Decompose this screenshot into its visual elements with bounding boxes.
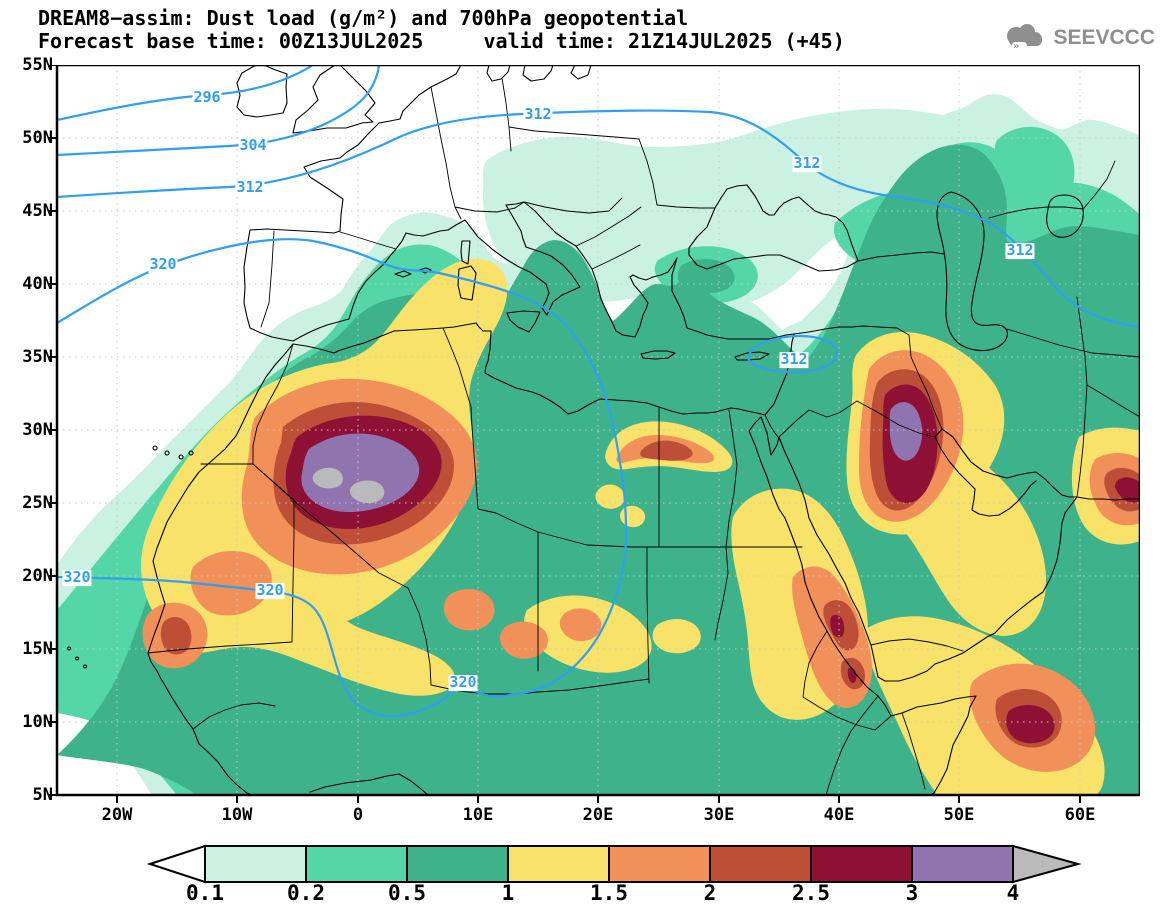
colorbar-value-label: 0.5 — [388, 881, 426, 905]
lon-tick-label: 10E — [462, 805, 494, 825]
colorbar-segment — [810, 845, 913, 883]
geopotential-contours-layer — [57, 65, 1140, 718]
colorbar-segment — [204, 845, 307, 883]
colorbar-value-label: 4 — [1007, 881, 1020, 905]
country-borders — [147, 77, 1140, 795]
map-canvas — [49, 63, 1142, 803]
logo-text: SEEVCCC — [1053, 26, 1155, 49]
colorbar-segment — [305, 845, 408, 883]
lon-tick-label: 0 — [352, 805, 364, 825]
lon-tick-label: 10W — [221, 805, 253, 825]
colorbar-segment — [709, 845, 812, 883]
chart-subtitle: Forecast base time: 00Z13JUL2025 valid t… — [38, 29, 845, 53]
lon-tick-label: 30E — [703, 805, 735, 825]
lon-tick-label: 60E — [1064, 805, 1096, 825]
colorbar-value-label: 2.5 — [792, 881, 830, 905]
lon-tick-label: 40E — [823, 805, 855, 825]
chart-title: DREAM8−assim: Dust load (g/m²) and 700hP… — [38, 6, 689, 30]
colorbar-segment — [911, 845, 1014, 883]
colorbar-segment — [608, 845, 711, 883]
colorbar-legend: 0.1 0.2 0.5 1 1.5 2 2.5 3 4 — [146, 844, 1082, 905]
svg-text:»: » — [1013, 41, 1019, 52]
colorbar-value-label: 0.2 — [287, 881, 325, 905]
lon-tick-label: 20E — [582, 805, 614, 825]
colorbar-value-label: 3 — [906, 881, 919, 905]
lon-tick-label: 50E — [943, 805, 975, 825]
axis-ticks — [49, 64, 1081, 803]
colorbar-below-arrow — [146, 844, 206, 884]
colorbar-segment — [507, 845, 610, 883]
colorbar-value-label: 1 — [502, 881, 515, 905]
seevccc-logo: » SEEVCCC — [999, 20, 1155, 56]
lon-tick-label: 20W — [101, 805, 133, 825]
colorbar-value-label: 0.1 — [186, 881, 224, 905]
colorbar-value-label: 2 — [704, 881, 717, 905]
cloud-logo-icon: » — [1007, 24, 1043, 52]
colorbar-segment — [406, 845, 509, 883]
map-area — [47, 63, 1142, 805]
grid-layer — [57, 65, 1140, 795]
coastlines-layer — [67, 65, 1140, 795]
colorbar-value-label: 1.5 — [590, 881, 628, 905]
colorbar-above-arrow — [1012, 844, 1082, 884]
